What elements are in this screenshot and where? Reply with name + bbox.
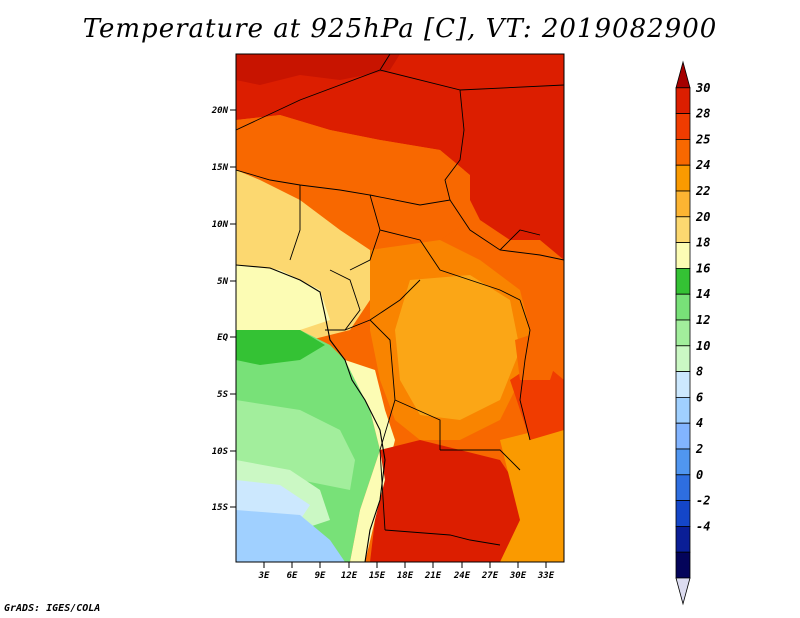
lat-tick: 20N	[211, 106, 236, 116]
colorbar-label: 14	[696, 287, 710, 301]
colorbar-swatch	[675, 164, 691, 192]
colorbar-swatch	[675, 293, 691, 321]
lon-tick-label: 27E	[481, 571, 499, 581]
footer-credit: GrADS: IGES/COLA	[4, 603, 101, 614]
colorbar-swatch	[675, 371, 691, 398]
colorbar-label: 8	[696, 365, 703, 379]
lon-tick-label: 15E	[369, 571, 386, 581]
colorbar-swatch	[675, 474, 691, 501]
lon-tick: 21E	[424, 562, 442, 581]
colorbar-label: 0	[696, 468, 703, 482]
colorbar-label: 4	[696, 416, 703, 430]
colorbar-bottom-triangle	[675, 577, 691, 606]
colorbar-label: 6	[696, 390, 703, 404]
colorbar-swatch	[675, 396, 691, 424]
lon-tick: 18E	[397, 562, 414, 581]
lat-tick: 5N	[217, 277, 236, 287]
colorbar-swatch	[675, 319, 691, 347]
colorbar-swatch	[675, 138, 691, 166]
lat-tick-label: 10N	[212, 220, 229, 230]
colorbar-label: 16	[696, 261, 710, 275]
colorbar-label: 24	[695, 158, 710, 172]
country-borders	[236, 54, 564, 546]
colorbar-label: 28	[695, 107, 710, 121]
lon-axis: 3E 6E 9E 12E 15E 18E 21E 24E 27E 30E 33E	[258, 562, 555, 581]
colorbar-swatch	[675, 242, 691, 269]
lat-tick: 15N	[212, 163, 236, 173]
colorbar-swatch	[675, 267, 691, 295]
lon-tick: 27E	[481, 562, 499, 581]
colorbar-label: 20	[695, 210, 710, 224]
colorbar-label: 30	[695, 81, 710, 95]
lon-tick: 12E	[341, 562, 358, 581]
lon-tick: 6E	[287, 562, 298, 581]
lat-tick: 15S	[212, 503, 236, 513]
lat-axis: 20N 15N 10N 5N EQ 5S 10S 15S	[211, 106, 236, 513]
lat-tick: EQ	[217, 333, 236, 343]
colorbar-label: 22	[695, 184, 710, 198]
colorbar-swatch	[675, 87, 691, 115]
lon-tick-label: 9E	[315, 571, 326, 581]
colorbar-swatch	[675, 216, 691, 244]
colorbar-label: -4	[696, 519, 710, 533]
lat-tick-label: 15S	[212, 503, 229, 513]
lat-tick-label: 20N	[211, 106, 229, 116]
lat-tick-label: 5N	[217, 277, 228, 287]
lat-tick-label: 5S	[217, 390, 228, 400]
lon-tick-label: 18E	[397, 571, 414, 581]
colorbar-swatch	[675, 448, 691, 476]
lon-tick: 9E	[315, 562, 326, 581]
coastline	[235, 264, 386, 563]
lon-tick: 30E	[509, 562, 527, 581]
colorbar-label: 10	[696, 339, 710, 353]
colorbar-swatch	[675, 526, 691, 553]
lon-tick: 24E	[453, 562, 471, 581]
colorbar-label: 18	[696, 236, 710, 250]
lat-tick-label: 10S	[212, 447, 229, 457]
temperature-field	[236, 54, 564, 562]
colorbar-label: -2	[696, 494, 710, 508]
map-frame	[235, 53, 565, 563]
colorbar-swatch	[675, 345, 691, 372]
lon-tick-label: 30E	[509, 571, 527, 581]
colorbar-swatch	[675, 551, 691, 579]
lon-tick: 15E	[369, 562, 386, 581]
colorbar-swatch	[675, 500, 691, 527]
lon-tick: 33E	[537, 562, 555, 581]
colorbar-swatch	[675, 113, 691, 140]
map-title: Temperature at 925hPa [C], VT: 201908290…	[82, 14, 718, 44]
lon-tick-label: 21E	[424, 571, 442, 581]
lon-tick-label: 12E	[341, 571, 358, 581]
colorbar-label: 2	[695, 442, 703, 456]
colorbar-label: 12	[696, 313, 710, 327]
lat-tick: 10S	[212, 447, 236, 457]
lon-tick-label: 33E	[537, 571, 555, 581]
lon-tick: 3E	[258, 562, 270, 581]
lon-tick-label: 24E	[453, 571, 471, 581]
colorbar-swatch	[675, 422, 691, 450]
lon-tick-label: 3E	[258, 571, 270, 581]
colorbar-swatch	[675, 190, 691, 218]
lon-tick-label: 6E	[287, 571, 298, 581]
colorbar-label: 25	[695, 132, 710, 146]
lat-tick-label: EQ	[217, 333, 228, 343]
lat-tick-label: 15N	[212, 163, 229, 173]
lat-tick: 5S	[217, 390, 236, 400]
colorbar-top-triangle	[675, 60, 691, 89]
lat-tick: 10N	[212, 220, 236, 230]
